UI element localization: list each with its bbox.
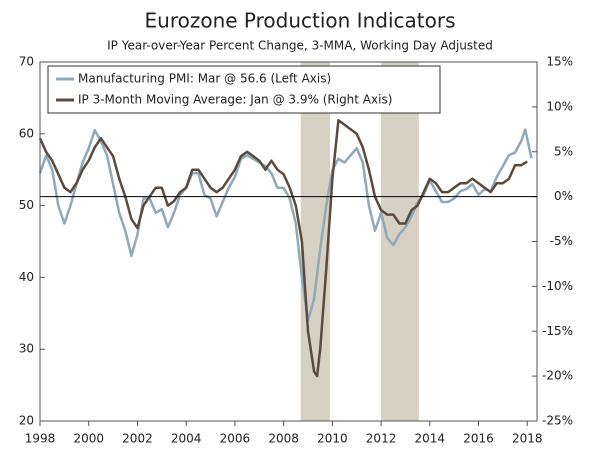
plot-frame [39, 61, 538, 422]
y-tick-label: 50 [19, 198, 34, 212]
y2-tick-label: -25% [542, 414, 573, 428]
y2-tick-label: 5% [554, 144, 573, 158]
x-tick-label: 2012 [366, 432, 397, 446]
x-tick-label: 1998 [25, 432, 56, 446]
y-tick-label: 40 [19, 270, 34, 284]
y2-tick-label: -20% [542, 369, 573, 383]
shading [300, 62, 419, 421]
legend-label: Manufacturing PMI: Mar @ 56.6 (Left Axis… [78, 72, 331, 86]
chart-title: Eurozone Production Indicators [145, 9, 456, 33]
x-tick-label: 2018 [512, 432, 543, 446]
shaded-period [381, 62, 419, 421]
x-tick-label: 2014 [415, 432, 446, 446]
legend: Manufacturing PMI: Mar @ 56.6 (Left Axis… [47, 65, 441, 114]
x-tick-label: 2016 [463, 432, 494, 446]
y-tick-label: 70 [19, 55, 34, 69]
y2-tick-label: 15% [546, 55, 573, 69]
plot [38, 119, 533, 378]
legend-label: IP 3-Month Moving Average: Jan @ 3.9% (R… [78, 93, 392, 107]
y2-tick-label: -15% [542, 324, 573, 338]
y2-tick-label: -5% [550, 234, 573, 248]
y2-tick-label: 10% [546, 99, 573, 113]
x-tick-label: 2008 [268, 432, 299, 446]
legend-box [47, 65, 441, 114]
x-tick-label: 2010 [317, 432, 348, 446]
shaded-period [300, 62, 330, 421]
x-tick-label: 2000 [73, 432, 104, 446]
x-tick-label: 2006 [220, 432, 251, 446]
x-tick-label: 2004 [171, 432, 202, 446]
chart-subtitle: IP Year-over-Year Percent Change, 3-MMA,… [107, 39, 493, 53]
y2-tick-label: 0% [554, 189, 573, 203]
y2-tick-label: -10% [542, 279, 573, 293]
y-tick-label: 20 [19, 414, 34, 428]
y-tick-label: 30 [19, 342, 34, 356]
series-line [38, 128, 533, 322]
x-tick-label: 2002 [122, 432, 153, 446]
series-line [38, 119, 528, 378]
y-tick-label: 60 [19, 126, 34, 140]
